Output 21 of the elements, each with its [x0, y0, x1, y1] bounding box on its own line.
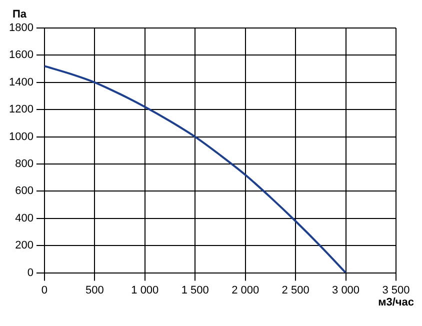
- y-tick-label: 1600: [8, 49, 34, 62]
- x-tick-label: 2 000: [232, 284, 260, 296]
- y-tick-label: 200: [15, 240, 34, 252]
- y-tick-label: 600: [15, 185, 34, 198]
- x-tick-label: 1 000: [131, 284, 159, 296]
- x-tick-label: 2 500: [282, 284, 310, 296]
- line-series: [44, 65, 347, 273]
- y-tick-label: 1800: [8, 22, 34, 34]
- x-tick-label: 1 500: [181, 284, 209, 296]
- x-tick-label: 500: [86, 284, 104, 296]
- y-tick-label: 1200: [8, 104, 34, 116]
- x-tick-label: 3 000: [332, 284, 360, 296]
- y-tick-label: 0: [27, 266, 34, 279]
- y-tick-label: 400: [15, 212, 34, 224]
- x-axis-title: м3/час: [378, 296, 414, 308]
- x-tick-label: 3 500: [382, 284, 410, 296]
- y-tick-label: 800: [15, 158, 34, 170]
- x-tick-label: 0: [41, 284, 48, 296]
- y-tick-label: 1400: [8, 76, 34, 88]
- y-tick-label: 1000: [8, 130, 34, 143]
- y-axis-title: Па: [12, 8, 28, 21]
